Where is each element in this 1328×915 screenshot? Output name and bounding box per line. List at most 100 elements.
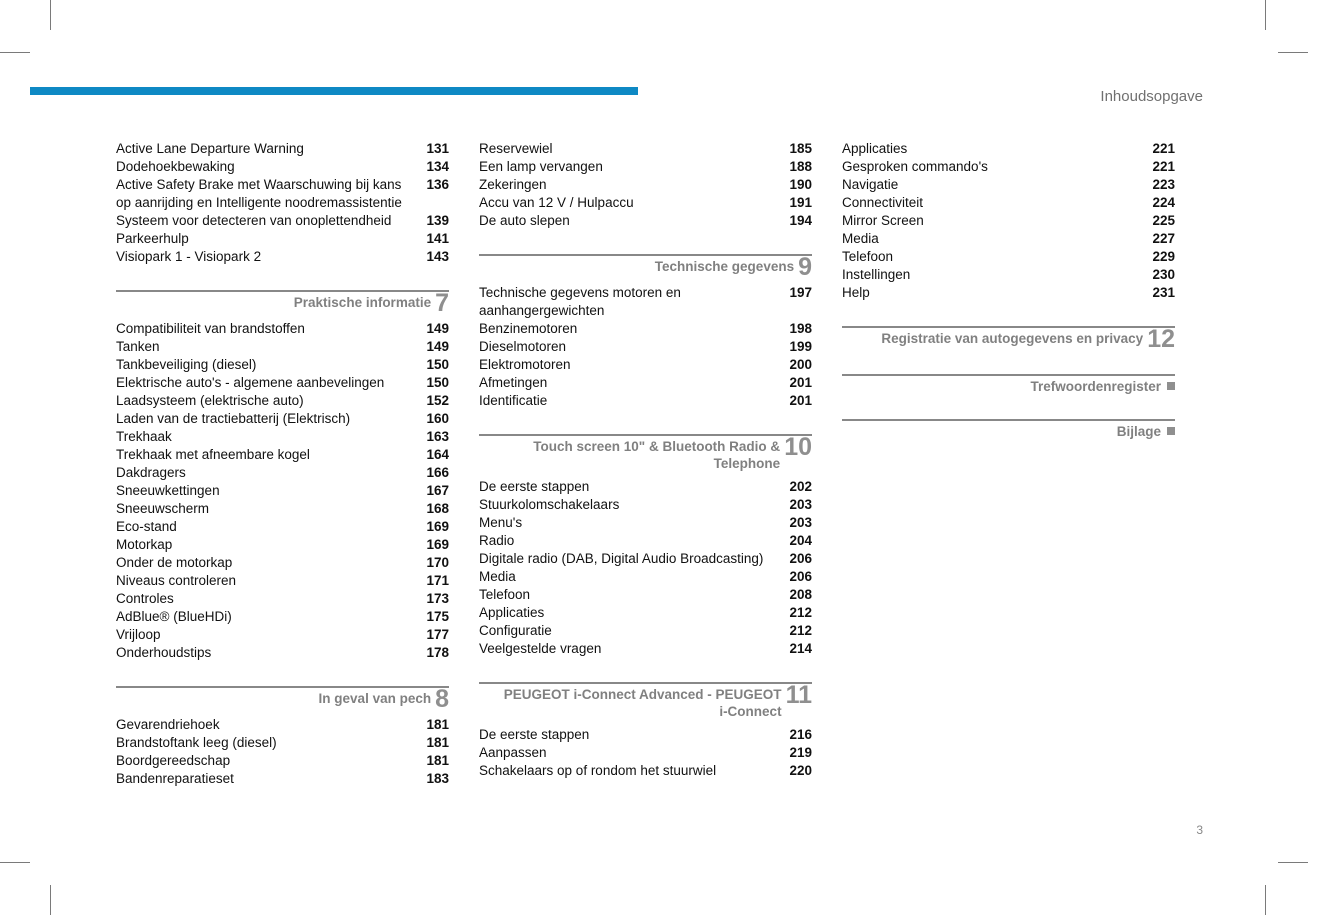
toc-entry: De eerste stappen202	[479, 478, 812, 496]
toc-entry-label: Een lamp vervangen	[479, 158, 782, 176]
toc-column: Reservewiel185Een lamp vervangen188Zeker…	[479, 140, 812, 788]
toc-entry-page: 203	[782, 496, 812, 514]
toc-entry: Configuratie212	[479, 622, 812, 640]
toc-entry: Trekhaak met afneembare kogel164	[116, 446, 449, 464]
toc-entry: Media206	[479, 568, 812, 586]
toc-entry-label: Dakdragers	[116, 464, 419, 482]
toc-entry-label: Mirror Screen	[842, 212, 1145, 230]
toc-entry-page: 166	[419, 464, 449, 482]
toc-entry: Dakdragers166	[116, 464, 449, 482]
toc-entry-label: Stuurkolomschakelaars	[479, 496, 782, 514]
section-title: In geval van pech	[319, 688, 434, 707]
toc-entry-page: 231	[1145, 284, 1175, 302]
toc-entry-page: 181	[419, 734, 449, 752]
section-title: Praktische informatie	[294, 292, 433, 311]
toc-entry-label: Schakelaars op of rondom het stuurwiel	[479, 762, 782, 780]
toc-entry-label: Active Safety Brake met Waarschuwing bij…	[116, 176, 419, 212]
toc-entry-page: 204	[782, 532, 812, 550]
toc-entry: Afmetingen201	[479, 374, 812, 392]
toc-entry-page: 202	[782, 478, 812, 496]
toc-entry-label: Radio	[479, 532, 782, 550]
toc-entry-page: 170	[419, 554, 449, 572]
crop-mark	[1278, 52, 1308, 53]
toc-entry-page: 219	[782, 744, 812, 762]
toc-entry-label: Telefoon	[842, 248, 1145, 266]
toc-entry-page: 141	[419, 230, 449, 248]
toc-entry-label: Dodehoekbewaking	[116, 158, 419, 176]
toc-entry-page: 206	[782, 568, 812, 586]
section-heading: Technische gegevens9	[479, 254, 812, 278]
toc-entry: Bandenreparatieset183	[116, 770, 449, 788]
toc-entry-page: 181	[419, 752, 449, 770]
toc-entry: Sneeuwscherm168	[116, 500, 449, 518]
toc-entry: Schakelaars op of rondom het stuurwiel22…	[479, 762, 812, 780]
toc-entry-page: 134	[419, 158, 449, 176]
toc-entry-label: Media	[842, 230, 1145, 248]
toc-entry-label: Zekeringen	[479, 176, 782, 194]
section-title: PEUGEOT i-Connect Advanced - PEUGEOT i-C…	[494, 684, 784, 720]
toc-entry-label: Elektromotoren	[479, 356, 782, 374]
section-title: Trefwoordenregister	[1030, 376, 1163, 395]
toc-entry: Aanpassen219	[479, 744, 812, 762]
crop-mark	[50, 885, 51, 915]
toc-entry: De auto slepen194	[479, 212, 812, 230]
toc-entry: Brandstoftank leeg (diesel)181	[116, 734, 449, 752]
page-title: Inhoudsopgave	[1100, 88, 1203, 105]
section-heading: PEUGEOT i-Connect Advanced - PEUGEOT i-C…	[479, 682, 812, 720]
toc-entry-page: 198	[782, 320, 812, 338]
toc-entry-label: Afmetingen	[479, 374, 782, 392]
toc-entry: Tanken149	[116, 338, 449, 356]
toc-entry-label: Connectiviteit	[842, 194, 1145, 212]
toc-entry: Zekeringen190	[479, 176, 812, 194]
toc-column: Active Lane Departure Warning131Dodehoek…	[116, 140, 449, 788]
toc-entry-label: Boordgereedschap	[116, 752, 419, 770]
toc-entry: Parkeerhulp141	[116, 230, 449, 248]
toc-entry: Controles173	[116, 590, 449, 608]
toc-entry: Boordgereedschap181	[116, 752, 449, 770]
toc-entry-label: Menu's	[479, 514, 782, 532]
toc-entry-page: 227	[1145, 230, 1175, 248]
toc-entry: Veelgestelde vragen214	[479, 640, 812, 658]
toc-entry: Media227	[842, 230, 1175, 248]
toc-entry: AdBlue® (BlueHDi)175	[116, 608, 449, 626]
toc-entry-page: 177	[419, 626, 449, 644]
section-number: 9	[796, 256, 812, 278]
toc-entry-label: Onder de motorkap	[116, 554, 419, 572]
section-marker-icon	[1167, 427, 1175, 435]
toc-entry-page: 206	[782, 550, 812, 568]
toc-entry-label: Onderhoudstips	[116, 644, 419, 662]
toc-entry: Dieselmotoren199	[479, 338, 812, 356]
toc-entry-label: Gesproken commando's	[842, 158, 1145, 176]
section-heading: Touch screen 10" & Bluetooth Radio & Tel…	[479, 434, 812, 472]
toc-entry-page: 175	[419, 608, 449, 626]
toc-entry: Applicaties221	[842, 140, 1175, 158]
section-marker-icon	[1167, 382, 1175, 390]
section-number: 11	[784, 684, 812, 706]
toc-entry: Telefoon208	[479, 586, 812, 604]
section-heading: Registratie van autogegevens en privacy1…	[842, 326, 1175, 350]
toc-entry-page: 188	[782, 158, 812, 176]
toc-entry-label: Applicaties	[479, 604, 782, 622]
toc-entry: Accu van 12 V / Hulpaccu191	[479, 194, 812, 212]
section-number: 10	[782, 436, 812, 458]
toc-entry: Digitale radio (DAB, Digital Audio Broad…	[479, 550, 812, 568]
toc-entry-page: 194	[782, 212, 812, 230]
toc-entry-page: 143	[419, 248, 449, 266]
toc-entry: Identificatie201	[479, 392, 812, 410]
toc-entry-page: 169	[419, 518, 449, 536]
toc-entry-label: Applicaties	[842, 140, 1145, 158]
toc-entry-page: 200	[782, 356, 812, 374]
toc-entry-page: 173	[419, 590, 449, 608]
toc-entry-label: Controles	[116, 590, 419, 608]
toc-entry-page: 221	[1145, 158, 1175, 176]
toc-entry-page: 152	[419, 392, 449, 410]
toc-entry-page: 164	[419, 446, 449, 464]
toc-entry-page: 150	[419, 374, 449, 392]
toc-entry-page: 201	[782, 374, 812, 392]
toc-entry-label: Compatibiliteit van brandstoffen	[116, 320, 419, 338]
section-title: Registratie van autogegevens en privacy	[881, 328, 1145, 347]
toc-entry-page: 163	[419, 428, 449, 446]
toc-entry: De eerste stappen216	[479, 726, 812, 744]
header-accent-bar	[30, 87, 638, 95]
toc-entry-label: Laden van de tractiebatterij (Elektrisch…	[116, 410, 419, 428]
